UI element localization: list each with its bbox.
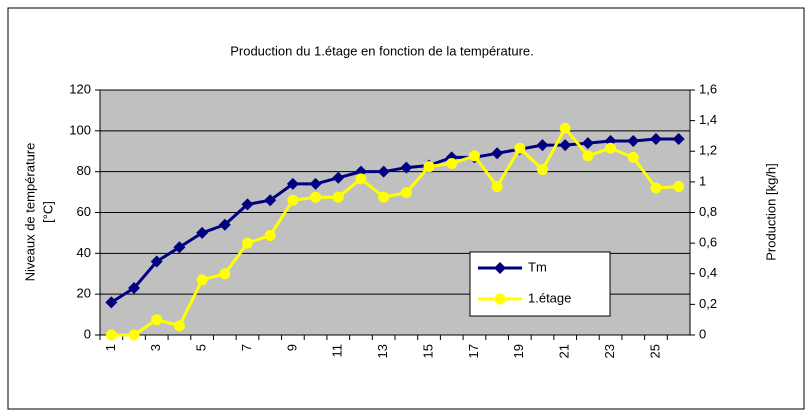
point	[446, 158, 458, 169]
x-tick-label: 9	[284, 344, 299, 351]
point	[649, 133, 662, 145]
point	[310, 191, 322, 203]
x-tick-label: 1	[103, 344, 118, 351]
x-tick-label: 5	[194, 344, 209, 351]
x-tick-label: 7	[239, 344, 254, 351]
point	[400, 187, 412, 199]
point	[241, 198, 254, 211]
y-tick-label: 20	[77, 286, 91, 301]
point	[581, 137, 594, 150]
point	[650, 182, 662, 194]
point	[150, 255, 163, 268]
y-tick-label: 80	[77, 163, 91, 178]
point	[173, 320, 185, 332]
y-tick-label: 0	[84, 326, 91, 341]
point	[605, 142, 617, 154]
y-tick-label: 100	[69, 122, 91, 137]
x-tick-label: 23	[602, 344, 617, 358]
point	[491, 180, 503, 192]
legend: Tm 1.étage	[469, 251, 611, 317]
x-tick-label: 15	[420, 344, 435, 358]
chart-title: Production du 1.étage en fonction de la …	[230, 43, 534, 58]
y2-tick-label: 0,4	[699, 265, 717, 280]
y2-tick-label: 1,6	[699, 81, 717, 96]
y2-tick-label: 0,2	[699, 296, 717, 311]
point	[264, 194, 277, 207]
point	[423, 161, 435, 173]
legend-box	[469, 251, 611, 317]
point	[218, 218, 231, 231]
y-axis-label: [°C]	[40, 201, 55, 223]
point	[377, 165, 390, 178]
legend-label: 1.étage	[528, 290, 571, 305]
point	[400, 161, 413, 174]
point	[196, 274, 208, 286]
point	[219, 268, 231, 280]
point	[287, 194, 299, 206]
point	[332, 191, 344, 203]
point	[537, 164, 548, 176]
y-tick-label: 40	[77, 245, 91, 260]
point	[468, 150, 480, 162]
point	[673, 180, 685, 192]
point	[105, 296, 118, 309]
point	[672, 133, 685, 145]
point	[264, 229, 276, 241]
point	[332, 171, 345, 184]
point	[105, 329, 117, 341]
x-tick-label: 25	[647, 344, 662, 358]
y2-tick-label: 1,2	[699, 143, 717, 158]
x-tick-label: 21	[557, 344, 572, 358]
legend-label: Tm	[528, 259, 547, 274]
y2-tick-label: 0,8	[699, 204, 717, 219]
x-tick-label: 13	[375, 344, 390, 358]
point	[536, 139, 549, 152]
point	[173, 241, 186, 254]
x-tick-label: 19	[511, 344, 526, 358]
point	[128, 329, 140, 341]
point	[355, 173, 367, 185]
x-tick-label: 17	[466, 344, 481, 358]
point	[559, 139, 572, 152]
point	[582, 150, 594, 162]
point	[627, 151, 639, 163]
legend-marker	[494, 262, 506, 274]
y-tick-label: 120	[69, 81, 91, 96]
point	[378, 191, 390, 203]
point	[491, 147, 504, 160]
point	[559, 122, 571, 134]
point	[286, 177, 299, 190]
y2-axis-label: Production [kg/h]	[763, 163, 778, 261]
y-tick-label: 60	[77, 204, 91, 219]
point	[514, 142, 526, 154]
point	[196, 226, 209, 239]
point	[242, 237, 253, 249]
point	[128, 282, 141, 295]
x-tick-label: 11	[330, 344, 345, 358]
y2-tick-label: 0	[699, 326, 706, 341]
y2-tick-label: 0,6	[699, 235, 717, 250]
y-axis-label: Niveaux de température	[22, 143, 37, 282]
point	[309, 177, 322, 190]
point	[627, 135, 640, 148]
point	[151, 314, 163, 326]
legend-marker	[494, 293, 506, 305]
y2-tick-label: 1	[699, 173, 706, 188]
y2-tick-label: 1,4	[699, 112, 717, 127]
x-tick-label: 3	[148, 344, 163, 351]
